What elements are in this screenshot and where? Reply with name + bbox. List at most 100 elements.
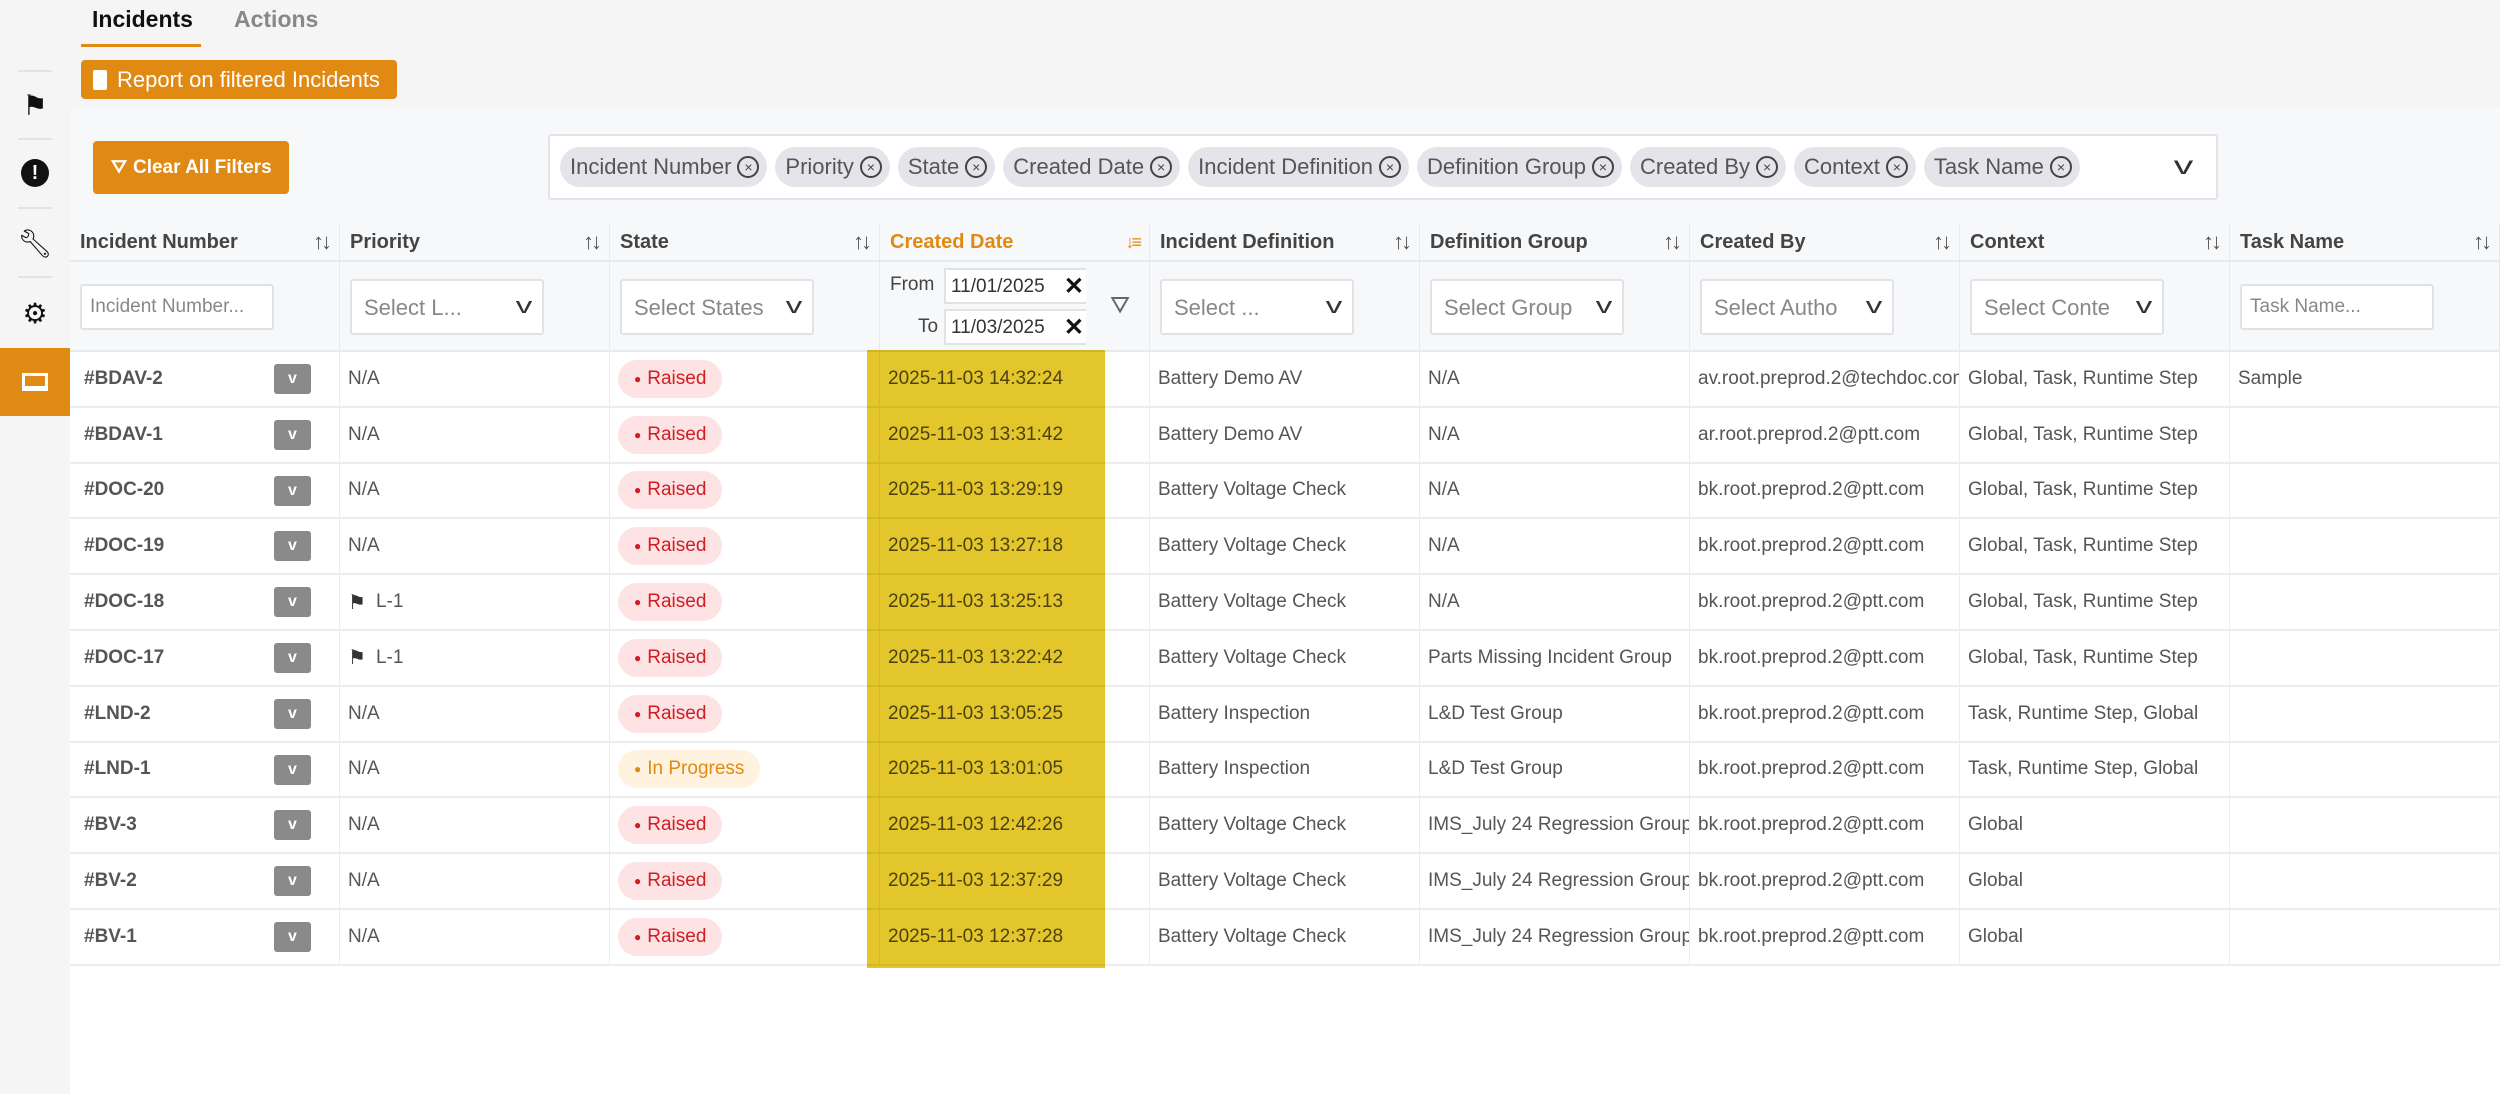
- wrench-icon[interactable]: 🔧︎: [17, 227, 53, 259]
- table-row[interactable]: #BDAV-2 v N/A ● Raised 2025-11-03 14:32:24 Bat…: [70, 352, 2500, 408]
- incident-number[interactable]: #DOC-19: [84, 535, 165, 557]
- tab-actions[interactable]: Actions: [234, 6, 319, 32]
- table-row[interactable]: #BDAV-1 v N/A ● Raised 2025-11-03 13:31:42 Bat…: [70, 407, 2500, 464]
- incident-number[interactable]: #BV-3: [84, 814, 137, 836]
- incident-number[interactable]: #BDAV-2: [84, 367, 163, 389]
- remove-icon[interactable]: ×: [1150, 156, 1173, 178]
- incident-number-cell[interactable]: #BV-2 v: [70, 854, 340, 908]
- incident-number[interactable]: #DOC-17: [84, 646, 165, 668]
- sort-desc-icon[interactable]: ↓≡: [1125, 231, 1141, 252]
- column-header[interactable]: Created By ↑↓: [1690, 224, 1960, 260]
- incident-number-cell[interactable]: #BV-1 v: [70, 909, 340, 964]
- definition-value: Battery Voltage Check: [1158, 925, 1346, 947]
- column-header[interactable]: Task Name ↑↓: [2230, 224, 2500, 260]
- row-dropdown-button[interactable]: v: [274, 698, 311, 729]
- incident-number[interactable]: #BV-1: [84, 925, 137, 947]
- incident-number-cell[interactable]: #BDAV-1 v: [70, 407, 340, 462]
- remove-icon[interactable]: ×: [965, 156, 988, 178]
- definition-filter-select[interactable]: Select ... v: [1160, 279, 1354, 335]
- filter-clear-icon[interactable]: ⛛: [1110, 292, 1131, 319]
- incident-number[interactable]: #BDAV-1: [84, 423, 163, 445]
- table-row[interactable]: #LND-1 v N/A ● In Progress 2025-11-03 13:01:0…: [70, 742, 2500, 799]
- column-header[interactable]: Incident Number ↑↓: [70, 224, 340, 260]
- priority-filter-select[interactable]: Select L... v: [350, 279, 544, 335]
- column-header[interactable]: Context ↑↓: [1960, 224, 2230, 260]
- table-row[interactable]: #LND-2 v N/A ● Raised 2025-11-03 13:05:25 Batt…: [70, 686, 2500, 743]
- remove-icon[interactable]: ×: [2049, 156, 2072, 178]
- exclamation-icon[interactable]: !: [0, 148, 70, 198]
- incident-number[interactable]: #BV-2: [84, 870, 137, 892]
- column-header[interactable]: Created Date ↓≡: [880, 224, 1150, 260]
- priority-value: L-1: [375, 646, 404, 668]
- remove-icon[interactable]: ×: [1885, 156, 1908, 178]
- row-dropdown-button[interactable]: v: [274, 754, 311, 785]
- task-name-filter-input[interactable]: Task Name...: [2240, 284, 2434, 330]
- incident-number-cell[interactable]: #DOC-19 v: [70, 519, 340, 574]
- row-dropdown-button[interactable]: v: [274, 921, 311, 952]
- row-dropdown-button[interactable]: v: [274, 642, 311, 673]
- incident-number-cell[interactable]: #DOC-20 v: [70, 463, 340, 518]
- laptop-icon[interactable]: [0, 348, 70, 416]
- flag-icon[interactable]: ⚑: [22, 89, 48, 121]
- chevron-down-icon[interactable]: v: [2173, 150, 2194, 180]
- clear-icon[interactable]: ✕: [1063, 273, 1084, 300]
- sort-icon[interactable]: ↑↓: [1933, 229, 1952, 254]
- date-to-input[interactable]: 11/03/2025 ✕: [944, 309, 1086, 345]
- incident-number-cell[interactable]: #DOC-17 v: [70, 630, 340, 685]
- remove-icon[interactable]: ×: [1379, 156, 1401, 178]
- gears-icon[interactable]: ⚙: [22, 297, 48, 329]
- incident-number[interactable]: #LND-1: [84, 758, 151, 780]
- column-header[interactable]: State ↑↓: [610, 224, 880, 260]
- sort-icon[interactable]: ↑↓: [583, 229, 602, 254]
- row-dropdown-button[interactable]: v: [274, 810, 311, 841]
- group-filter-select[interactable]: Select Group v: [1430, 279, 1624, 335]
- clear-all-filters-button[interactable]: ⛛ Clear All Filters: [93, 141, 289, 194]
- clear-icon[interactable]: ✕: [1063, 314, 1084, 341]
- table-row[interactable]: #DOC-19 v N/A ● Raised 2025-11-03 13:27:18 Bat…: [70, 519, 2500, 576]
- incident-number[interactable]: #DOC-20: [84, 479, 165, 501]
- table-row[interactable]: #DOC-20 v N/A ● Raised 2025-11-03 13:29:19 Bat…: [70, 463, 2500, 520]
- sort-icon[interactable]: ↑↓: [853, 229, 872, 254]
- incident-number-filter-input[interactable]: Incident Number...: [80, 284, 274, 330]
- created-by-filter-select[interactable]: Select Autho v: [1700, 279, 1894, 335]
- context-filter-select[interactable]: Select Conte v: [1970, 279, 2164, 335]
- sort-icon[interactable]: ↑↓: [1663, 229, 1682, 254]
- row-dropdown-button[interactable]: v: [274, 364, 311, 394]
- column-header[interactable]: Incident Definition ↑↓: [1150, 224, 1420, 260]
- tab-incidents[interactable]: Incidents: [92, 6, 193, 32]
- incident-number-cell[interactable]: #DOC-18 v: [70, 575, 340, 629]
- incident-number[interactable]: #DOC-18: [84, 591, 165, 613]
- date-from-input[interactable]: 11/01/2025 ✕: [944, 268, 1086, 304]
- table-row[interactable]: #BV-2 v N/A ● Raised 2025-11-03 12:37:29 Batte…: [70, 854, 2500, 910]
- status-dot-icon: ●: [634, 427, 642, 442]
- incident-number-cell[interactable]: #LND-2 v: [70, 686, 340, 741]
- sort-icon[interactable]: ↑↓: [1393, 229, 1412, 254]
- row-dropdown-button[interactable]: v: [274, 587, 311, 618]
- priority-value: N/A: [348, 479, 380, 501]
- remove-icon[interactable]: ×: [737, 156, 760, 178]
- sort-icon[interactable]: ↑↓: [313, 229, 332, 254]
- sort-icon[interactable]: ↑↓: [2473, 229, 2492, 254]
- table-row[interactable]: #DOC-17 v ⚑ L-1 ● Raised 2025-11-03 13:22:42 Ba…: [70, 630, 2500, 687]
- remove-icon[interactable]: ×: [1591, 156, 1614, 178]
- row-dropdown-button[interactable]: v: [274, 419, 311, 450]
- incident-number[interactable]: #LND-2: [84, 702, 151, 724]
- table-row[interactable]: #BV-1 v N/A ● Raised 2025-11-03 12:37:28 Batte…: [70, 909, 2500, 966]
- incident-number-cell[interactable]: #LND-1 v: [70, 742, 340, 797]
- incident-number-cell[interactable]: #BDAV-2 v: [70, 352, 340, 406]
- column-chooser[interactable]: Incident Number × Priority × State × Created D…: [548, 134, 2218, 200]
- report-button[interactable]: Report on filtered Incidents: [81, 60, 397, 99]
- row-dropdown-button[interactable]: v: [274, 475, 311, 506]
- incident-number-cell[interactable]: #BV-3 v: [70, 798, 340, 853]
- row-dropdown-button[interactable]: v: [274, 866, 311, 897]
- remove-icon[interactable]: ×: [859, 156, 882, 178]
- created-cell: 2025-11-03 13:27:18: [880, 519, 1150, 574]
- column-header[interactable]: Priority ↑↓: [340, 224, 610, 260]
- remove-icon[interactable]: ×: [1756, 156, 1779, 178]
- state-filter-select[interactable]: Select States v: [620, 279, 814, 335]
- column-header[interactable]: Definition Group ↑↓: [1420, 224, 1690, 260]
- table-row[interactable]: #BV-3 v N/A ● Raised 2025-11-03 12:42:26 Batte…: [70, 798, 2500, 855]
- row-dropdown-button[interactable]: v: [274, 531, 311, 562]
- sort-icon[interactable]: ↑↓: [2203, 229, 2222, 254]
- table-row[interactable]: #DOC-18 v ⚑ L-1 ● Raised 2025-11-03 13:25:13 Ba…: [70, 575, 2500, 631]
